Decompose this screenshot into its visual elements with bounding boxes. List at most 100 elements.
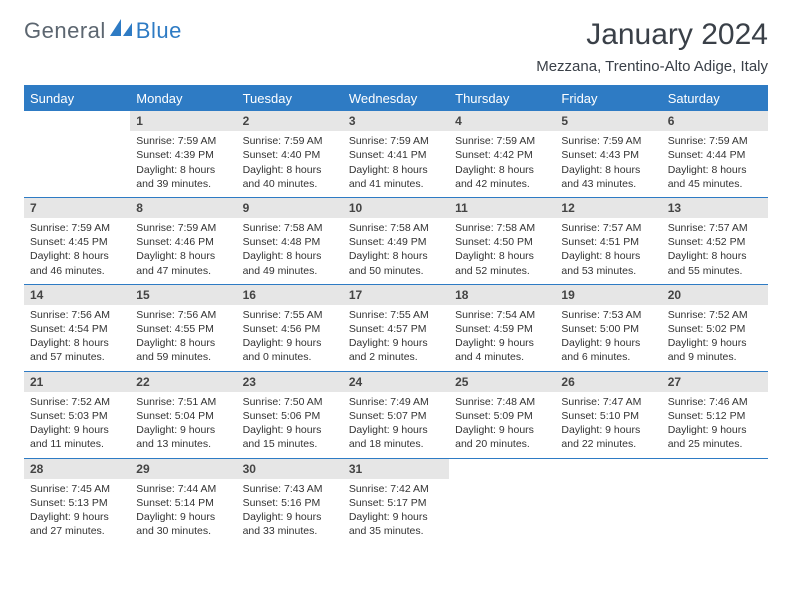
sunrise-text: Sunrise: 7:47 AM <box>561 395 655 409</box>
day-number: 26 <box>555 372 661 392</box>
daylight-line2: and 25 minutes. <box>668 437 762 451</box>
daylight-line2: and 53 minutes. <box>561 264 655 278</box>
day-cell <box>24 111 130 197</box>
day-cell: 12Sunrise: 7:57 AMSunset: 4:51 PMDayligh… <box>555 198 661 284</box>
daylight-line2: and 52 minutes. <box>455 264 549 278</box>
sunrise-text: Sunrise: 7:42 AM <box>349 482 443 496</box>
day-number: 17 <box>343 285 449 305</box>
day-number: 29 <box>130 459 236 479</box>
sunrise-text: Sunrise: 7:59 AM <box>30 221 124 235</box>
day-cell: 9Sunrise: 7:58 AMSunset: 4:48 PMDaylight… <box>237 198 343 284</box>
sunrise-text: Sunrise: 7:46 AM <box>668 395 762 409</box>
sunrise-text: Sunrise: 7:50 AM <box>243 395 337 409</box>
sunset-text: Sunset: 4:49 PM <box>349 235 443 249</box>
sunset-text: Sunset: 5:06 PM <box>243 409 337 423</box>
sunset-text: Sunset: 4:44 PM <box>668 148 762 162</box>
day-number: 19 <box>555 285 661 305</box>
day-cell: 14Sunrise: 7:56 AMSunset: 4:54 PMDayligh… <box>24 285 130 371</box>
day-cell: 18Sunrise: 7:54 AMSunset: 4:59 PMDayligh… <box>449 285 555 371</box>
daylight-line2: and 27 minutes. <box>30 524 124 538</box>
header: General Blue January 2024 Mezzana, Trent… <box>24 18 768 75</box>
sunrise-text: Sunrise: 7:59 AM <box>243 134 337 148</box>
day-number: 24 <box>343 372 449 392</box>
day-number: 25 <box>449 372 555 392</box>
sunrise-text: Sunrise: 7:52 AM <box>30 395 124 409</box>
daylight-line1: Daylight: 9 hours <box>243 336 337 350</box>
daylight-line1: Daylight: 9 hours <box>668 423 762 437</box>
day-number: 21 <box>24 372 130 392</box>
sunrise-text: Sunrise: 7:58 AM <box>349 221 443 235</box>
daylight-line1: Daylight: 9 hours <box>30 423 124 437</box>
sunset-text: Sunset: 5:02 PM <box>668 322 762 336</box>
sunset-text: Sunset: 4:45 PM <box>30 235 124 249</box>
daylight-line2: and 22 minutes. <box>561 437 655 451</box>
day-cell: 31Sunrise: 7:42 AMSunset: 5:17 PMDayligh… <box>343 459 449 545</box>
daylight-line2: and 30 minutes. <box>136 524 230 538</box>
day-cell: 8Sunrise: 7:59 AMSunset: 4:46 PMDaylight… <box>130 198 236 284</box>
daylight-line2: and 46 minutes. <box>30 264 124 278</box>
day-header-thu: Thursday <box>449 87 555 111</box>
day-number: 27 <box>662 372 768 392</box>
daylight-line2: and 2 minutes. <box>349 350 443 364</box>
daylight-line1: Daylight: 8 hours <box>136 163 230 177</box>
day-cell: 21Sunrise: 7:52 AMSunset: 5:03 PMDayligh… <box>24 372 130 458</box>
sunset-text: Sunset: 5:04 PM <box>136 409 230 423</box>
title-block: January 2024 Mezzana, Trentino-Alto Adig… <box>536 18 768 75</box>
daylight-line2: and 39 minutes. <box>136 177 230 191</box>
sunset-text: Sunset: 5:09 PM <box>455 409 549 423</box>
day-header-mon: Monday <box>130 87 236 111</box>
day-cell: 7Sunrise: 7:59 AMSunset: 4:45 PMDaylight… <box>24 198 130 284</box>
day-number: 13 <box>662 198 768 218</box>
daylight-line1: Daylight: 8 hours <box>561 163 655 177</box>
sunrise-text: Sunrise: 7:48 AM <box>455 395 549 409</box>
daylight-line2: and 40 minutes. <box>243 177 337 191</box>
day-cell: 26Sunrise: 7:47 AMSunset: 5:10 PMDayligh… <box>555 372 661 458</box>
daylight-line2: and 49 minutes. <box>243 264 337 278</box>
day-number: 12 <box>555 198 661 218</box>
day-cell: 13Sunrise: 7:57 AMSunset: 4:52 PMDayligh… <box>662 198 768 284</box>
daylight-line2: and 35 minutes. <box>349 524 443 538</box>
daylight-line1: Daylight: 9 hours <box>455 423 549 437</box>
sunrise-text: Sunrise: 7:44 AM <box>136 482 230 496</box>
sunset-text: Sunset: 4:56 PM <box>243 322 337 336</box>
day-number: 7 <box>24 198 130 218</box>
sunset-text: Sunset: 5:16 PM <box>243 496 337 510</box>
sunrise-text: Sunrise: 7:55 AM <box>349 308 443 322</box>
daylight-line2: and 0 minutes. <box>243 350 337 364</box>
sunset-text: Sunset: 4:41 PM <box>349 148 443 162</box>
daylight-line1: Daylight: 8 hours <box>349 163 443 177</box>
sunset-text: Sunset: 4:48 PM <box>243 235 337 249</box>
daylight-line1: Daylight: 8 hours <box>668 163 762 177</box>
week-row: 14Sunrise: 7:56 AMSunset: 4:54 PMDayligh… <box>24 285 768 372</box>
day-header-wed: Wednesday <box>343 87 449 111</box>
sunrise-text: Sunrise: 7:58 AM <box>455 221 549 235</box>
daylight-line1: Daylight: 8 hours <box>243 163 337 177</box>
sunrise-text: Sunrise: 7:53 AM <box>561 308 655 322</box>
sunrise-text: Sunrise: 7:59 AM <box>136 134 230 148</box>
daylight-line1: Daylight: 8 hours <box>243 249 337 263</box>
day-cell: 15Sunrise: 7:56 AMSunset: 4:55 PMDayligh… <box>130 285 236 371</box>
day-header-row: Sunday Monday Tuesday Wednesday Thursday… <box>24 87 768 111</box>
day-cell: 1Sunrise: 7:59 AMSunset: 4:39 PMDaylight… <box>130 111 236 197</box>
day-cell: 23Sunrise: 7:50 AMSunset: 5:06 PMDayligh… <box>237 372 343 458</box>
daylight-line1: Daylight: 8 hours <box>455 163 549 177</box>
sunrise-text: Sunrise: 7:57 AM <box>668 221 762 235</box>
brand-part1: General <box>24 18 106 44</box>
day-cell: 5Sunrise: 7:59 AMSunset: 4:43 PMDaylight… <box>555 111 661 197</box>
daylight-line2: and 33 minutes. <box>243 524 337 538</box>
day-cell: 10Sunrise: 7:58 AMSunset: 4:49 PMDayligh… <box>343 198 449 284</box>
daylight-line1: Daylight: 8 hours <box>136 249 230 263</box>
daylight-line1: Daylight: 9 hours <box>30 510 124 524</box>
daylight-line2: and 15 minutes. <box>243 437 337 451</box>
day-number: 1 <box>130 111 236 131</box>
day-number: 18 <box>449 285 555 305</box>
daylight-line1: Daylight: 9 hours <box>455 336 549 350</box>
daylight-line2: and 11 minutes. <box>30 437 124 451</box>
daylight-line2: and 41 minutes. <box>349 177 443 191</box>
sunset-text: Sunset: 4:40 PM <box>243 148 337 162</box>
day-header-tue: Tuesday <box>237 87 343 111</box>
daylight-line2: and 18 minutes. <box>349 437 443 451</box>
day-cell: 22Sunrise: 7:51 AMSunset: 5:04 PMDayligh… <box>130 372 236 458</box>
daylight-line2: and 50 minutes. <box>349 264 443 278</box>
daylight-line1: Daylight: 9 hours <box>561 336 655 350</box>
